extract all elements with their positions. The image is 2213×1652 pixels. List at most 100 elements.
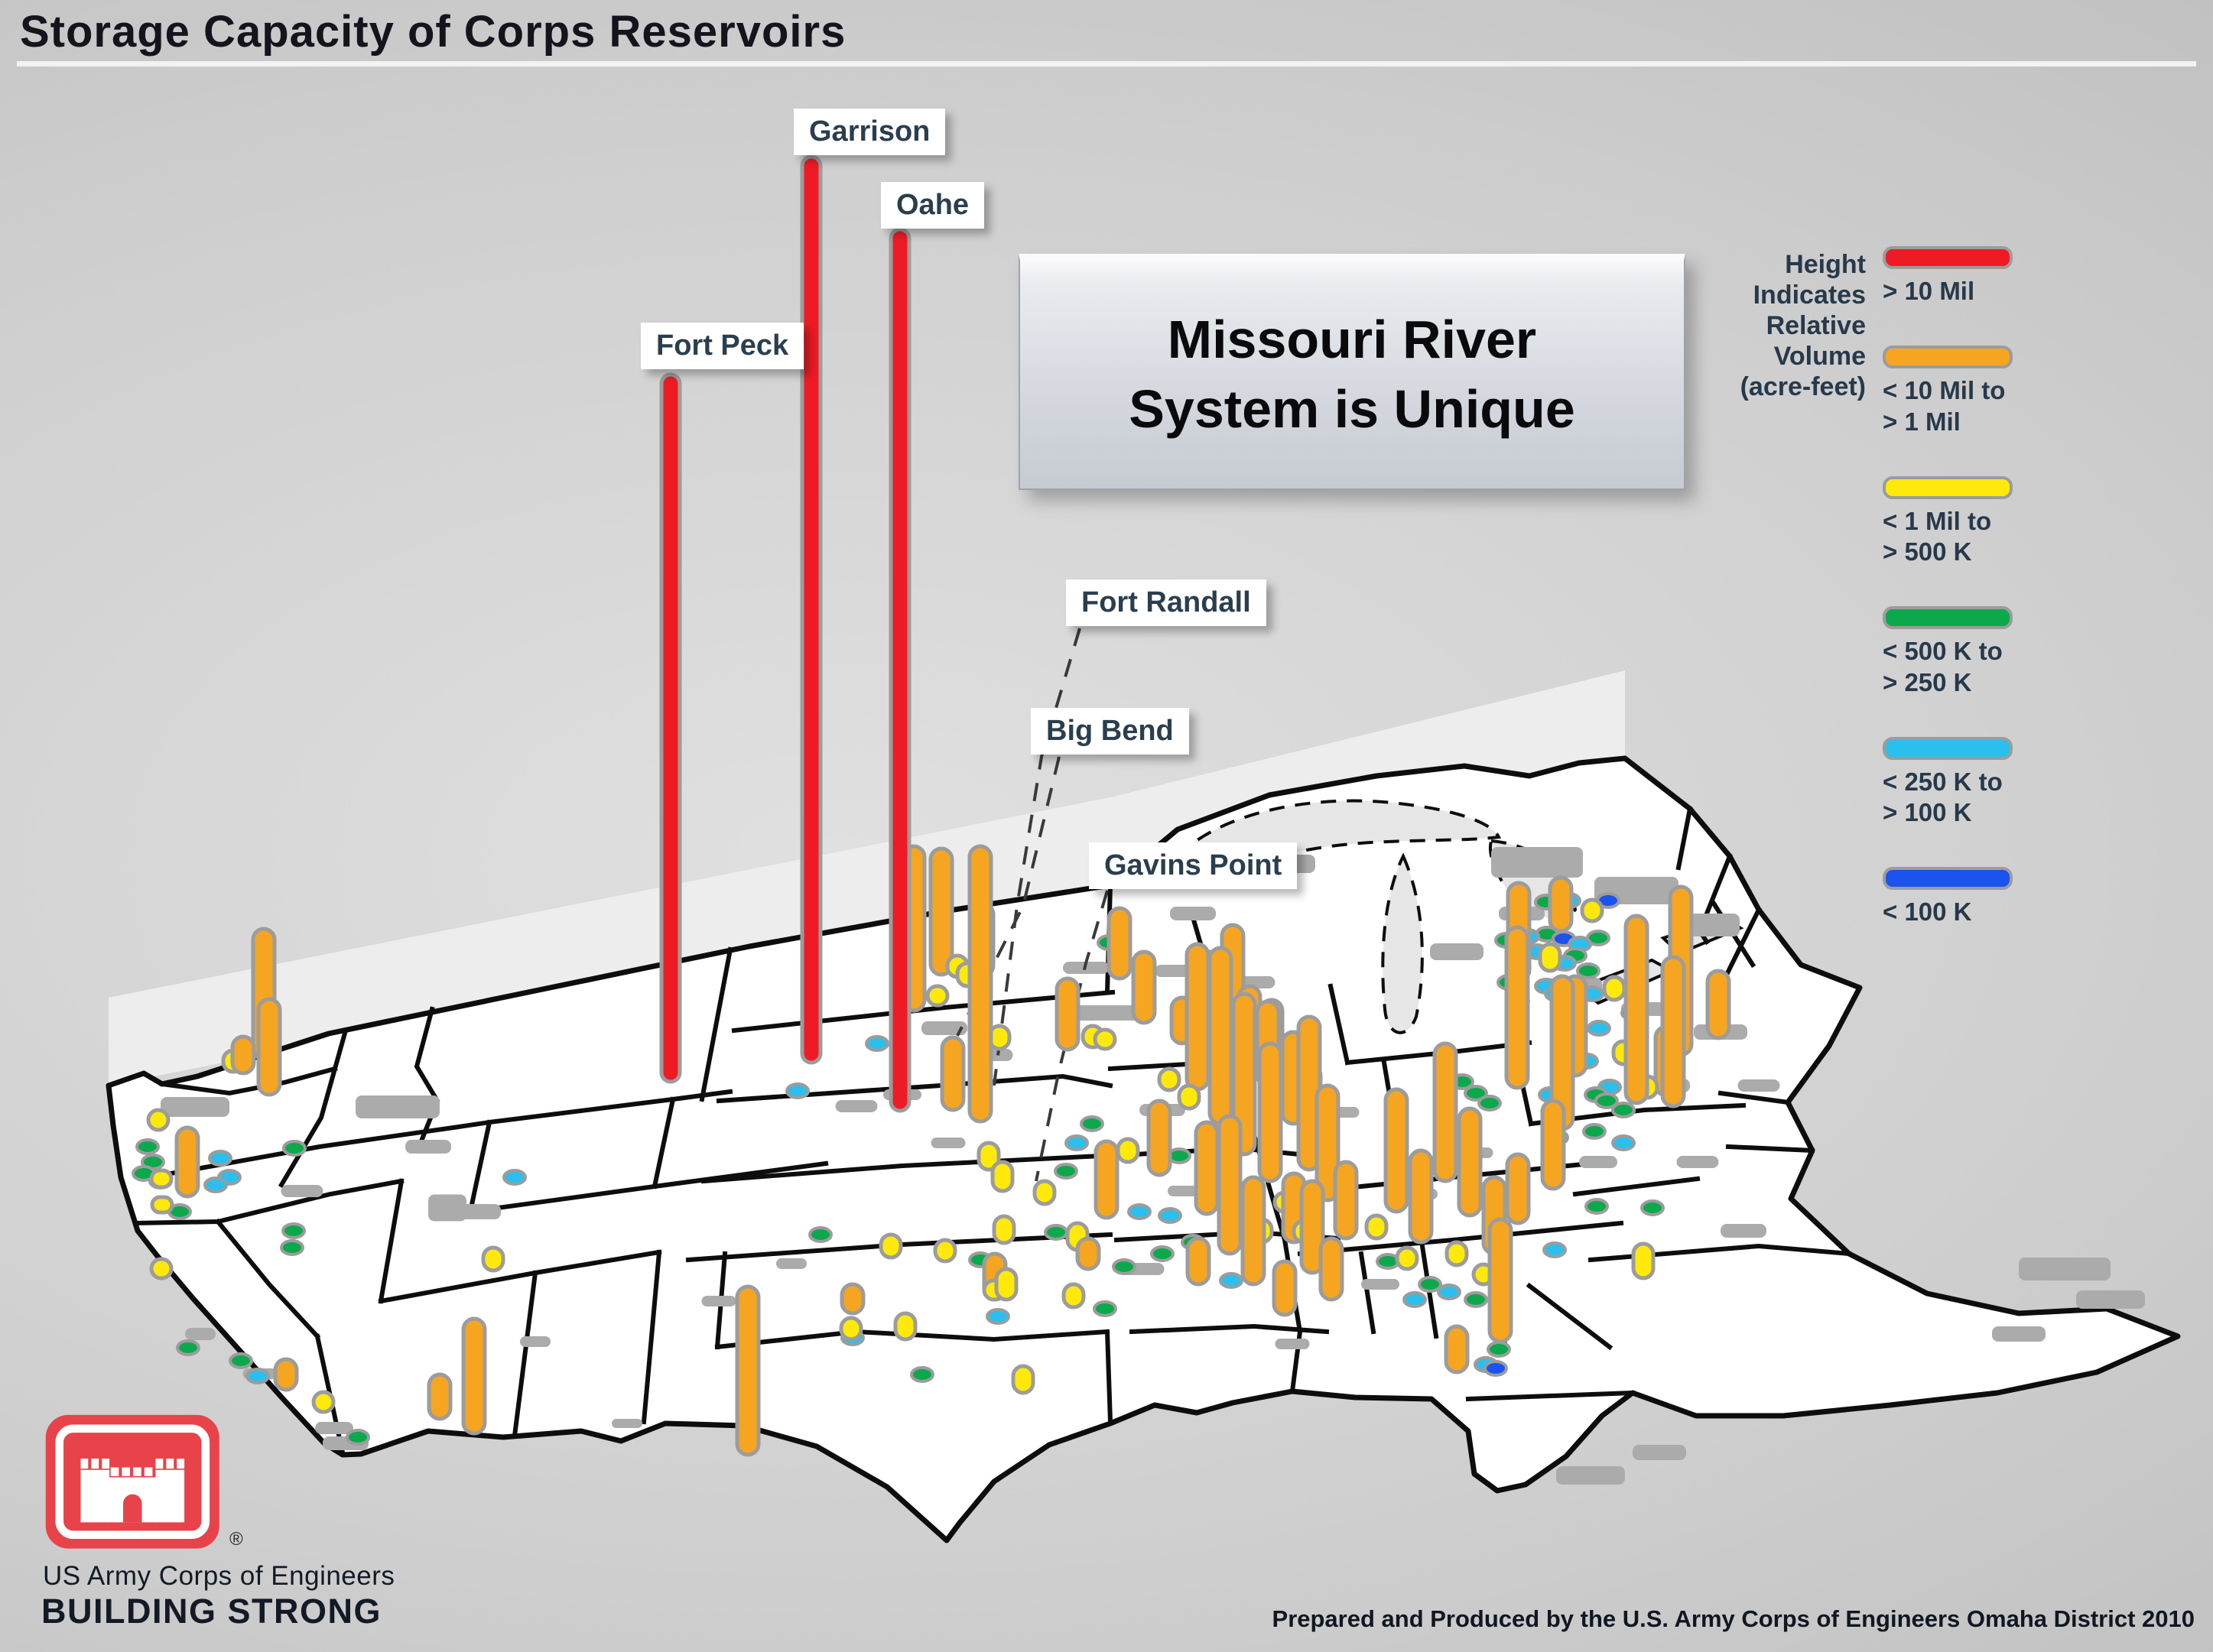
reservoir-dot-cyan (785, 1082, 810, 1099)
reservoir-dot-green (1112, 1258, 1136, 1275)
reservoir-bar-orange (1055, 976, 1081, 1052)
reservoir-dot-green (281, 1222, 306, 1239)
reservoir-bar-yellow (1157, 1066, 1181, 1092)
reservoir-dot-green (1093, 1300, 1117, 1317)
reservoir-bar-yellow (150, 1195, 174, 1215)
reservoir-bar-orange (1623, 914, 1649, 1105)
reservoir-bar-orange (1075, 1236, 1101, 1271)
reservoir-bar-yellow (1032, 1179, 1057, 1206)
legend-swatch-10mil-to-1mil (1883, 346, 2013, 369)
reservoir-bar-yellow (149, 1257, 174, 1280)
reservoir-label-gavins-point: Gavins Point (1089, 842, 1298, 889)
reservoir-bar-yellow (1364, 1213, 1389, 1241)
reservoir-label-big-bend: Big Bend (1031, 708, 1189, 755)
reservoir-label-oahe: Oahe (881, 182, 985, 229)
legend-swatch-gt-10-mil (1883, 246, 2013, 269)
reservoir-dot-green (1477, 1095, 1502, 1112)
reservoir-dot-green (1054, 1163, 1078, 1180)
reservoir-bar-orange (1231, 992, 1257, 1157)
reservoir-dot-cyan (1611, 1134, 1636, 1151)
reservoir-bar-orange (1299, 1179, 1325, 1275)
reservoir-bar-orange (967, 844, 993, 1124)
reservoir-dot-cyan (986, 1308, 1010, 1325)
reservoir-bar-yellow (992, 1214, 1016, 1245)
reservoir-bar-red (659, 372, 682, 1084)
reservoir-bar-orange (230, 1034, 256, 1076)
credit-text: Prepared and Produced by the U.S. Army C… (1272, 1605, 2195, 1632)
reservoir-bar-yellow (839, 1316, 863, 1342)
registered-mark: ® (229, 1529, 243, 1550)
reservoir-dot-green (1464, 1291, 1488, 1308)
reservoir-bar-yellow (933, 1238, 957, 1264)
reservoir-bar-orange (1184, 942, 1210, 1092)
reservoir-bar-orange (735, 1284, 761, 1457)
reservoir-bar-yellow (146, 1108, 171, 1132)
reservoir-bar-orange (461, 1316, 487, 1436)
reservoir-bar-orange (1217, 1114, 1243, 1256)
reservoir-dot-green (1582, 1123, 1607, 1140)
reservoir-dot-green (1418, 1276, 1442, 1293)
reservoir-bars (132, 154, 1731, 1457)
reservoir-bar-yellow (1061, 1282, 1086, 1310)
reservoir-dot-cyan (203, 1177, 228, 1193)
reservoir-bar-yellow (1011, 1364, 1035, 1395)
reservoir-dot-cyan (1587, 1020, 1611, 1037)
legend-label: < 1 Mil to > 500 K (1883, 506, 1992, 566)
reservoir-dot-green (280, 1239, 304, 1256)
reservoir-bar-orange (1146, 1099, 1172, 1177)
reservoir-dot-cyan (1437, 1284, 1461, 1300)
reservoir-bar-orange (1505, 1152, 1531, 1225)
reservoir-dot-green (176, 1339, 200, 1356)
callout-text: Missouri River System is Unique (1129, 305, 1575, 444)
legend-item-10mil-to-1mil: < 10 Mil to > 1 Mil (1883, 346, 2135, 437)
legend-item-250k-to-100k: < 250 K to > 100 K (1883, 736, 2135, 829)
reservoir-label-fort-peck: Fort Peck (641, 323, 804, 369)
callout-line1: Missouri River (1167, 310, 1537, 369)
reservoir-bar-yellow (1631, 1241, 1656, 1280)
reservoir-dot-cyan (1402, 1291, 1427, 1308)
legend-swatch-1mil-to-500k (1883, 475, 2013, 499)
reservoir-dot-cyan (1127, 1203, 1152, 1220)
reservoir-bar-orange (1660, 955, 1686, 1108)
reservoir-dot-green (910, 1366, 934, 1383)
reservoir-bar-orange (1257, 1041, 1283, 1183)
legend-heading: Height Indicates Relative Volume (acre-f… (1740, 250, 1866, 402)
reservoir-bar-yellow (990, 1160, 1015, 1193)
branding-org: US Army Corps of Engineers (43, 1561, 395, 1591)
reservoir-bar-orange (928, 846, 954, 977)
legend-label: < 10 Mil to > 1 Mil (1883, 376, 2006, 436)
legend-label: < 250 K to > 100 K (1883, 767, 2003, 826)
reservoir-bar-yellow (893, 1311, 918, 1342)
reservoir-bar-orange (1705, 969, 1731, 1040)
castle-door (123, 1494, 142, 1523)
reservoir-bar-orange (1240, 1175, 1266, 1287)
reservoir-dot-green (1576, 962, 1600, 979)
reservoir-bar-yellow (977, 1141, 1001, 1172)
reservoir-bar-orange (1272, 1259, 1298, 1317)
usace-castle-logo (45, 1414, 219, 1549)
callout-line2: System is Unique (1129, 379, 1575, 439)
reservoir-bar-orange (1314, 1083, 1340, 1202)
reservoir-dot-green (1150, 1245, 1175, 1262)
legend-swatch-lt-100k (1883, 867, 2013, 891)
reservoir-dot-green (229, 1352, 253, 1369)
reservoir-bar-orange (1333, 1160, 1359, 1241)
reservoir-bar-orange (427, 1372, 453, 1421)
reservoir-dot-green (808, 1226, 833, 1243)
reservoir-bar-orange (273, 1357, 299, 1392)
reservoir-bar-yellow (1177, 1083, 1201, 1111)
reservoir-bar-orange (1094, 1139, 1119, 1220)
reservoir-bar-red (800, 154, 823, 1065)
reservoir-dot-green (1594, 1092, 1619, 1109)
reservoir-bar-orange (940, 1035, 966, 1112)
reservoir-bar-orange (1131, 949, 1157, 1025)
reservoir-dot-cyan (1542, 1241, 1567, 1258)
reservoir-bar-red (889, 227, 912, 1113)
legend-label: < 500 K to > 250 K (1883, 637, 2003, 696)
reservoir-bar-orange (1457, 1106, 1483, 1218)
reservoir-bar-orange (1540, 1099, 1566, 1191)
reservoir-bar-yellow (1116, 1137, 1140, 1164)
reservoir-dot-cyan (865, 1035, 889, 1052)
